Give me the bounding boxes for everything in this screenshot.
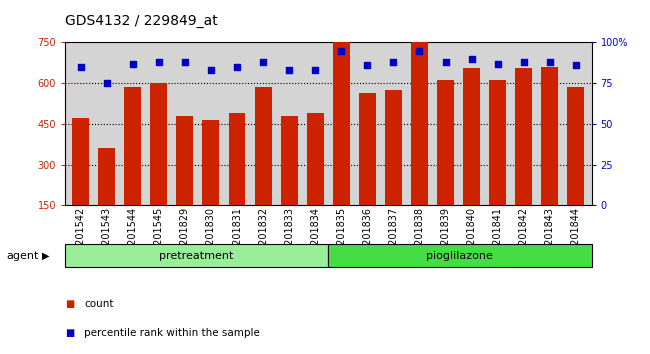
Point xyxy=(336,48,346,53)
Point xyxy=(258,59,268,65)
Bar xyxy=(385,90,402,205)
Text: count: count xyxy=(84,299,114,309)
Bar xyxy=(255,87,272,205)
Point xyxy=(571,62,581,68)
Point xyxy=(310,67,320,73)
Point xyxy=(467,56,477,62)
Bar xyxy=(124,87,141,205)
Text: agent: agent xyxy=(6,251,39,261)
Bar xyxy=(150,83,167,205)
Point xyxy=(179,59,190,65)
Text: GDS4132 / 229849_at: GDS4132 / 229849_at xyxy=(65,14,218,28)
Bar xyxy=(489,80,506,205)
Bar xyxy=(203,120,220,205)
Bar xyxy=(98,148,115,205)
Bar xyxy=(328,244,592,267)
Point xyxy=(153,59,164,65)
Point xyxy=(75,64,86,70)
Bar xyxy=(359,93,376,205)
Point xyxy=(493,61,503,67)
Point xyxy=(414,48,424,53)
Point xyxy=(440,59,450,65)
Point xyxy=(232,64,242,70)
Bar xyxy=(567,87,584,205)
Bar xyxy=(229,113,246,205)
Text: pioglilazone: pioglilazone xyxy=(426,251,493,261)
Bar xyxy=(307,113,324,205)
Text: ▶: ▶ xyxy=(42,251,50,261)
Bar xyxy=(437,80,454,205)
Point xyxy=(127,61,138,67)
Point xyxy=(545,59,555,65)
Bar xyxy=(541,67,558,205)
Point xyxy=(206,67,216,73)
Text: ■: ■ xyxy=(65,328,74,338)
Text: pretreatment: pretreatment xyxy=(159,251,234,261)
Point xyxy=(362,62,372,68)
Bar xyxy=(65,244,328,267)
Text: ■: ■ xyxy=(65,299,74,309)
Point xyxy=(519,59,529,65)
Bar xyxy=(411,5,428,205)
Point xyxy=(284,67,294,73)
Point xyxy=(101,80,112,86)
Bar xyxy=(72,119,89,205)
Bar xyxy=(463,68,480,205)
Point xyxy=(388,59,398,65)
Text: percentile rank within the sample: percentile rank within the sample xyxy=(84,328,261,338)
Bar xyxy=(281,116,298,205)
Bar xyxy=(515,68,532,205)
Bar xyxy=(333,5,350,205)
Bar xyxy=(176,116,193,205)
